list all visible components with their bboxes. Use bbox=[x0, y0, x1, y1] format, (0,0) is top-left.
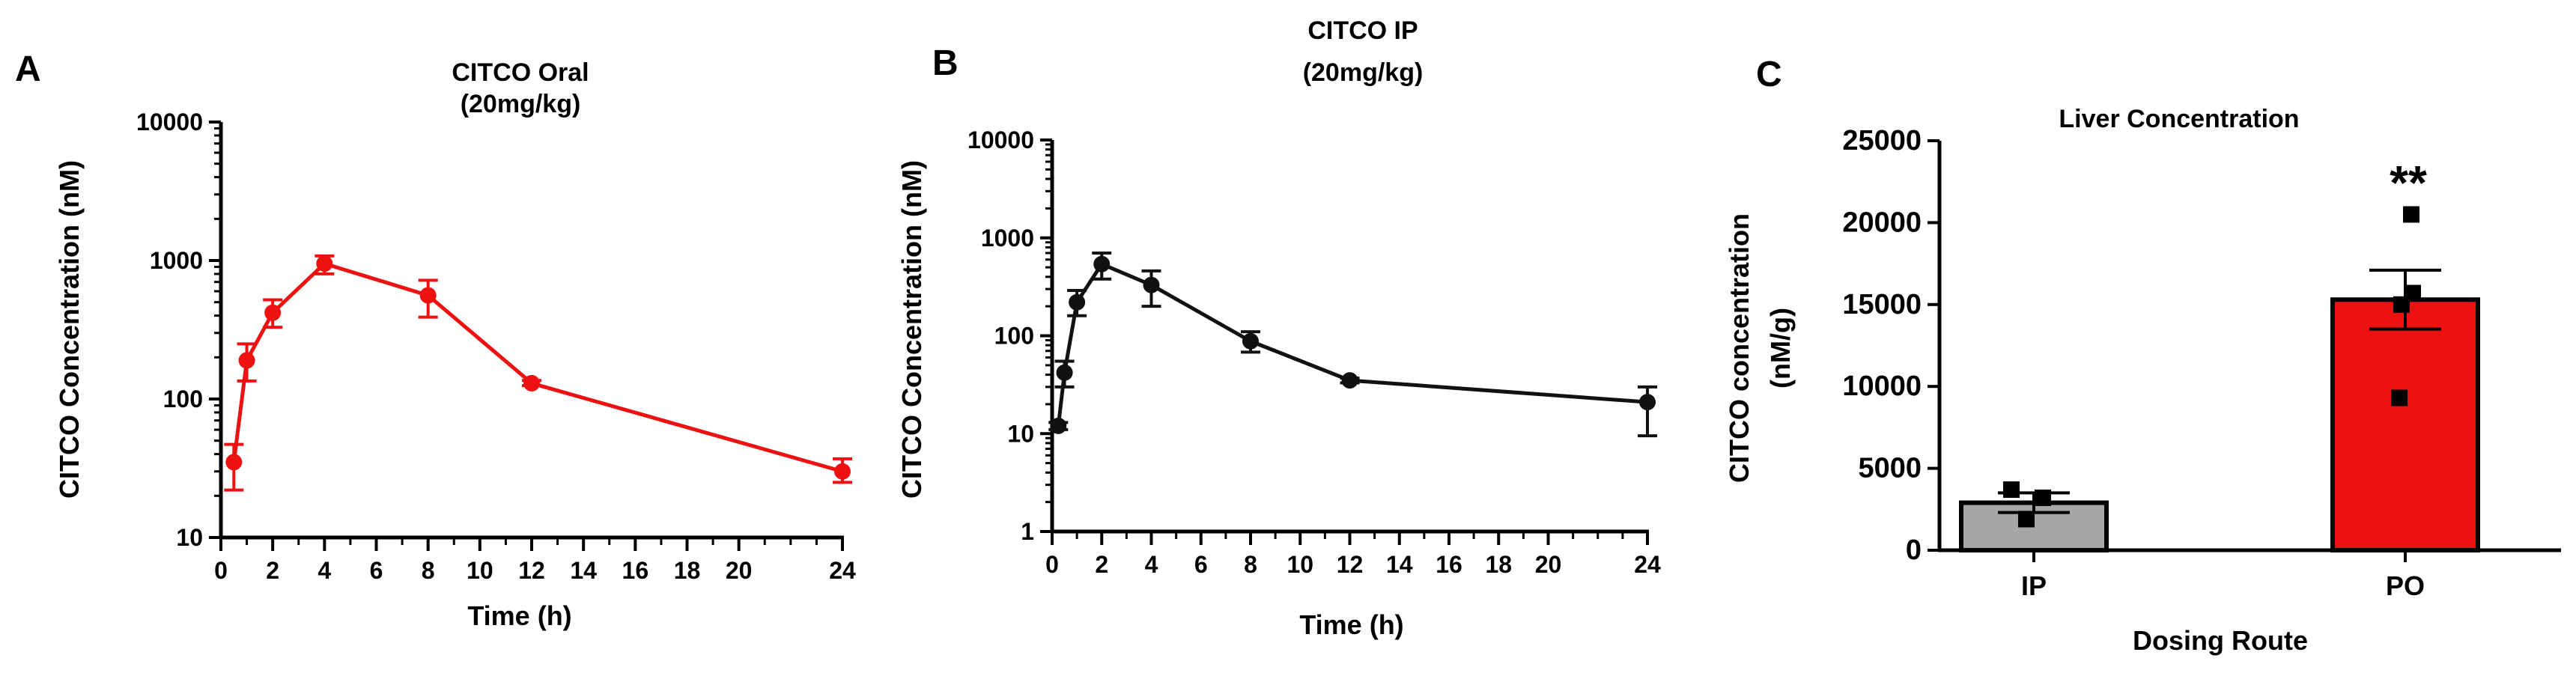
x-tick-label: 8 bbox=[422, 557, 435, 584]
y-tick-label: 1000 bbox=[150, 247, 203, 274]
y-tick-label: 15000 bbox=[1842, 289, 1922, 320]
chart-b-marks bbox=[1048, 252, 1657, 438]
x-tick-label: 0 bbox=[214, 557, 228, 584]
x-tick-label: 16 bbox=[622, 557, 649, 584]
panel-c-letter: C bbox=[1756, 55, 1782, 94]
y-tick-label: 1000 bbox=[981, 225, 1034, 252]
chart-a-subtitle: (20mg/kg) bbox=[461, 90, 581, 118]
series-line bbox=[231, 261, 843, 474]
data-point bbox=[834, 463, 851, 480]
data-point bbox=[1050, 417, 1067, 434]
chart-c-marks: ** bbox=[1959, 156, 2480, 552]
data-point bbox=[1143, 276, 1160, 293]
x-tick-label: 24 bbox=[1634, 551, 1661, 578]
y-tick-label: 10000 bbox=[136, 109, 203, 135]
x-tick-label: 16 bbox=[1436, 551, 1462, 578]
chart-c-ylabel-line2: (nM/g) bbox=[1765, 308, 1796, 389]
x-tick-label: 14 bbox=[1386, 551, 1413, 578]
chart-b-ylabel: CITCO Concentration (nM) bbox=[896, 160, 927, 499]
chart-c-ylabel-line1: CITCO concentration bbox=[1724, 213, 1755, 483]
y-tick-label: 100 bbox=[994, 323, 1034, 350]
data-point bbox=[2035, 489, 2051, 506]
y-tick-label: 1 bbox=[1021, 518, 1034, 545]
data-point bbox=[238, 352, 255, 369]
chart-a-title: CITCO Oral bbox=[452, 58, 589, 87]
x-tick-label: 8 bbox=[1244, 551, 1257, 578]
x-tick-label: 6 bbox=[370, 557, 383, 584]
bar-po bbox=[2330, 297, 2480, 552]
data-point bbox=[523, 374, 540, 392]
x-tick-label: 10 bbox=[1287, 551, 1313, 578]
y-tick-label: 20000 bbox=[1842, 207, 1922, 238]
data-point bbox=[2018, 511, 2035, 528]
y-tick-label: 25000 bbox=[1842, 125, 1922, 156]
x-tick-label: 4 bbox=[318, 557, 331, 584]
data-point bbox=[2403, 206, 2419, 223]
chart-a-xlabel: Time (h) bbox=[467, 600, 571, 631]
x-tick-label: 20 bbox=[726, 557, 753, 584]
x-tick-label: 0 bbox=[1045, 551, 1059, 578]
chart-c-title: Liver Concentration bbox=[2059, 105, 2299, 133]
x-tick-label: 14 bbox=[570, 557, 597, 584]
data-point bbox=[1242, 332, 1259, 350]
data-point bbox=[1639, 394, 1656, 411]
chart-a-ylabel: CITCO Concentration (nM) bbox=[54, 160, 85, 499]
y-tick-label: 100 bbox=[163, 386, 203, 412]
data-point bbox=[2003, 481, 2020, 499]
chart-b-title: CITCO IP bbox=[1307, 16, 1418, 45]
x-tick-label: 18 bbox=[1485, 551, 1512, 578]
data-point bbox=[1069, 293, 1086, 311]
panel-b: B CITCO IP (20mg/kg) CITCO Concentration… bbox=[896, 16, 1661, 640]
data-point bbox=[1056, 364, 1073, 381]
chart-a-marks bbox=[224, 254, 852, 492]
y-tick-label: 10 bbox=[176, 524, 203, 551]
chart-b-xlabel: Time (h) bbox=[1299, 609, 1403, 640]
x-tick-label: 20 bbox=[1535, 551, 1562, 578]
data-point bbox=[2393, 296, 2410, 313]
x-tick-label: 2 bbox=[266, 557, 279, 584]
panel-a: A CITCO Oral (20mg/kg) CITCO Concentrati… bbox=[15, 49, 856, 631]
panel-a-letter: A bbox=[15, 49, 41, 89]
x-tick-label: 2 bbox=[1095, 551, 1108, 578]
data-point bbox=[2391, 389, 2408, 406]
data-point bbox=[419, 287, 437, 304]
x-tick-label-po: PO bbox=[2386, 570, 2425, 601]
significance-annotation: ** bbox=[2390, 156, 2427, 210]
x-tick-label: 12 bbox=[1337, 551, 1364, 578]
x-tick-label: 6 bbox=[1194, 551, 1208, 578]
chart-b-subtitle: (20mg/kg) bbox=[1303, 58, 1424, 87]
y-tick-label: 10 bbox=[1007, 420, 1034, 447]
data-point bbox=[316, 255, 333, 272]
x-tick-label: 4 bbox=[1145, 551, 1158, 578]
chart-c-xlabel: Dosing Route bbox=[2133, 625, 2308, 656]
data-point bbox=[1341, 372, 1358, 389]
panel-b-letter: B bbox=[932, 43, 959, 83]
x-tick-label-ip: IP bbox=[2021, 570, 2047, 601]
x-tick-label: 24 bbox=[829, 557, 856, 584]
data-point bbox=[264, 304, 282, 321]
x-tick-label: 12 bbox=[518, 557, 545, 584]
x-tick-label: 18 bbox=[674, 557, 701, 584]
y-tick-label: 10000 bbox=[1842, 371, 1922, 402]
y-tick-label: 5000 bbox=[1858, 453, 1922, 484]
panel-c: C Liver Concentration CITCO concentratio… bbox=[1724, 55, 2561, 656]
y-tick-label: 0 bbox=[1906, 535, 1922, 566]
y-tick-label: 10000 bbox=[967, 127, 1034, 153]
x-tick-label: 10 bbox=[467, 557, 493, 584]
data-point bbox=[1093, 255, 1111, 272]
data-point bbox=[225, 454, 243, 471]
